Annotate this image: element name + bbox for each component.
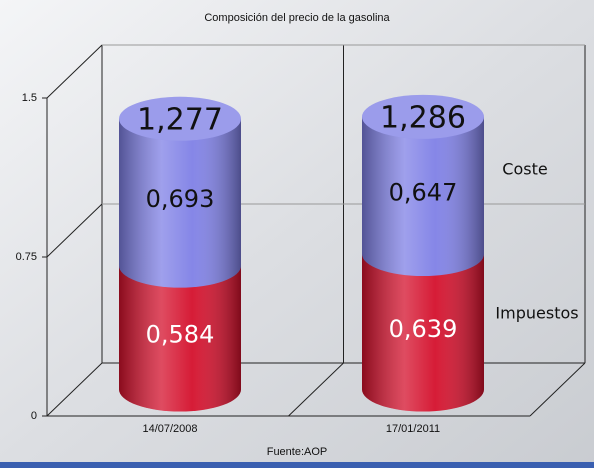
total-label: 1,286 [380, 100, 466, 135]
source: Fuente:AOP [267, 446, 328, 458]
y-tick-label: 0 [31, 410, 37, 422]
value-label: 0,647 [389, 178, 458, 206]
y-tick-label: 0.75 [16, 251, 37, 263]
legend-label: Coste [502, 160, 547, 179]
value-label: 0,584 [146, 321, 215, 349]
cylinder-top [119, 96, 241, 141]
shade [119, 265, 241, 412]
shade [362, 116, 484, 277]
floor-edge [529, 362, 586, 417]
legend-label: Impuestos [495, 304, 578, 323]
bottom-strip [0, 462, 594, 468]
grid-line [46, 44, 103, 99]
cylinder-top [362, 94, 484, 139]
y-tick-label: 1.5 [22, 92, 37, 104]
shade [119, 118, 241, 288]
value-label: 0,693 [146, 185, 215, 213]
floor-divider [288, 362, 344, 417]
x-tick-label: 17/01/2011 [386, 423, 440, 435]
top-highlight [119, 96, 241, 141]
total-label: 1,277 [137, 102, 223, 137]
grid-line [46, 362, 103, 417]
top-highlight [362, 94, 484, 139]
grid-line [46, 203, 103, 258]
value-label: 0,639 [389, 315, 458, 343]
x-tick-label: 14/07/2008 [142, 423, 197, 435]
shade [362, 254, 484, 412]
chart-title: Composición del precio de la gasolina [204, 12, 390, 24]
